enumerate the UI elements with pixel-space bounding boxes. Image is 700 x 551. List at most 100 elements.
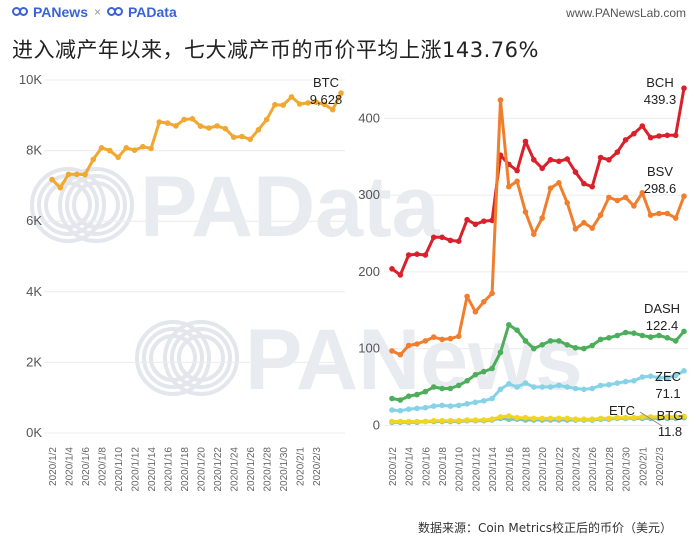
brand-separator: × [93, 5, 101, 19]
data-point-zec [622, 378, 629, 385]
data-point-bsv [447, 335, 454, 342]
data-point-btg [589, 416, 595, 423]
data-point-bsv [506, 183, 512, 190]
data-point-btg [389, 418, 395, 425]
data-point-dash [464, 378, 470, 384]
right-x-tick-label: 2020/1/12 [471, 447, 482, 492]
data-point-zec [430, 403, 437, 409]
data-point-zec [531, 384, 537, 390]
data-point-btc [57, 184, 64, 191]
data-point-bch [589, 183, 595, 190]
data-point-btg [497, 414, 504, 420]
left-x-tick-label: 2020/1/20 [197, 447, 208, 492]
left-x-tick-label: 2020/2/3 [312, 447, 323, 486]
brand-logos: PANews × PAData [12, 4, 177, 20]
data-point-zec [464, 401, 470, 407]
data-point-btc [49, 176, 55, 183]
data-point-btc [148, 145, 154, 152]
panews-logo-icon [12, 6, 30, 18]
data-point-btc [206, 125, 212, 131]
data-point-btc [189, 116, 196, 122]
data-point-btc [222, 125, 229, 132]
left-x-tick-label: 2020/1/6 [81, 447, 92, 486]
data-point-btc [239, 133, 245, 140]
left-y-tick-label: 10K [19, 72, 42, 87]
data-point-bch [422, 252, 429, 258]
padata-logo-icon [107, 6, 125, 18]
data-point-dash [647, 334, 654, 340]
right-y-tick-label: 200 [358, 264, 380, 279]
data-point-bch [647, 134, 654, 141]
data-point-btc [164, 120, 171, 126]
data-point-btg [405, 418, 412, 425]
data-point-dash [481, 368, 487, 375]
data-point-bch [564, 156, 570, 162]
data-point-btg [414, 418, 420, 425]
data-point-bch [681, 85, 687, 91]
data-point-bsv [497, 97, 504, 103]
data-point-dash [472, 371, 479, 378]
right-x-tick-label: 2020/1/14 [488, 447, 499, 492]
left-x-tick-label: 2020/1/26 [246, 447, 257, 492]
right-x-tick-label: 2020/1/24 [572, 447, 583, 492]
left-y-tick-label: 8K [26, 143, 42, 158]
data-point-dash [681, 328, 687, 335]
left-x-tick-label: 2020/1/30 [279, 447, 290, 492]
site-url: www.PANewsLab.com [566, 6, 686, 20]
data-point-btc [65, 171, 72, 178]
data-point-bch [389, 266, 395, 272]
data-point-bch [597, 154, 604, 161]
right-x-tick-label: 2020/1/22 [555, 447, 566, 492]
data-point-btc [255, 127, 262, 133]
data-point-dash [397, 397, 404, 403]
data-point-btg [430, 417, 437, 424]
data-point-btg [614, 414, 621, 421]
data-point-btc [247, 136, 253, 143]
data-point-bch [531, 157, 537, 163]
data-point-dash [672, 338, 679, 344]
data-point-dash [439, 385, 445, 392]
data-point-bch [414, 251, 420, 257]
data-point-btg [422, 418, 429, 425]
data-point-zec [681, 368, 687, 374]
data-point-bsv [405, 342, 412, 349]
data-point-bsv [472, 309, 479, 315]
data-point-btg [556, 415, 562, 422]
left-y-tick-label: 2K [26, 354, 42, 369]
data-point-zec [447, 403, 454, 409]
page-title: 进入减产年以来，七大减产币的币价平均上涨143.76% [12, 38, 539, 62]
data-point-bch [672, 132, 679, 139]
data-point-dash [414, 391, 420, 398]
data-point-dash [556, 338, 562, 344]
data-point-bch [405, 252, 412, 258]
right-y-tick-label: 100 [358, 341, 380, 356]
watermark-panews-logo-icon [135, 320, 239, 396]
data-point-bsv [489, 290, 495, 297]
data-point-bch [489, 217, 495, 224]
data-point-bsv [522, 209, 529, 215]
data-point-btg [522, 414, 529, 421]
data-point-btc [230, 134, 237, 140]
data-point-btg [572, 416, 579, 423]
left-x-tick-label: 2020/1/18 [180, 447, 191, 492]
data-point-btg [656, 414, 662, 420]
series-value-bsv: 298.6 [644, 181, 677, 196]
data-point-btc [305, 100, 311, 106]
data-point-bsv [539, 215, 545, 221]
data-point-btg [447, 417, 454, 424]
data-point-btc [140, 143, 146, 150]
data-point-bsv [664, 210, 671, 217]
data-point-bch [514, 167, 520, 174]
data-point-zec [664, 374, 671, 381]
data-point-bsv [397, 351, 404, 358]
data-point-btg [664, 414, 671, 420]
left-y-tick-label: 4K [26, 284, 42, 299]
right-x-tick-label: 2020/1/26 [588, 447, 599, 492]
data-point-btg [455, 417, 462, 424]
left-x-tick-label: 2020/1/8 [98, 447, 109, 486]
data-point-btg [506, 413, 512, 419]
data-point-bsv [672, 215, 679, 221]
watermark-padata: PAData [140, 159, 441, 255]
data-point-bsv [464, 293, 470, 300]
data-point-btg [397, 418, 404, 425]
